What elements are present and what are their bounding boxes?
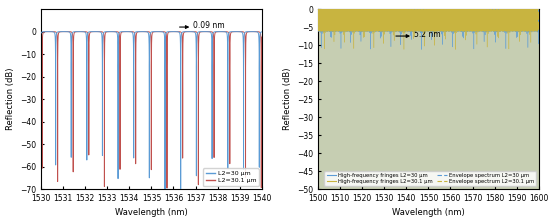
X-axis label: Wavelength (nm): Wavelength (nm) (115, 209, 188, 217)
Legend: L2=30 μm, L2=30.1 μm: L2=30 μm, L2=30.1 μm (203, 168, 259, 186)
Text: 0.09 nm: 0.09 nm (193, 21, 225, 30)
Legend: High-frequency fringes L2=30 μm, High-frequency fringes L2=30.1 μm, Envelope spe: High-frequency fringes L2=30 μm, High-fr… (325, 171, 536, 186)
Text: 5.2 nm: 5.2 nm (414, 31, 441, 39)
X-axis label: Wavelength (nm): Wavelength (nm) (392, 209, 465, 217)
Y-axis label: Reflection (dB): Reflection (dB) (6, 68, 14, 130)
Y-axis label: Reflection (dB): Reflection (dB) (283, 68, 291, 130)
